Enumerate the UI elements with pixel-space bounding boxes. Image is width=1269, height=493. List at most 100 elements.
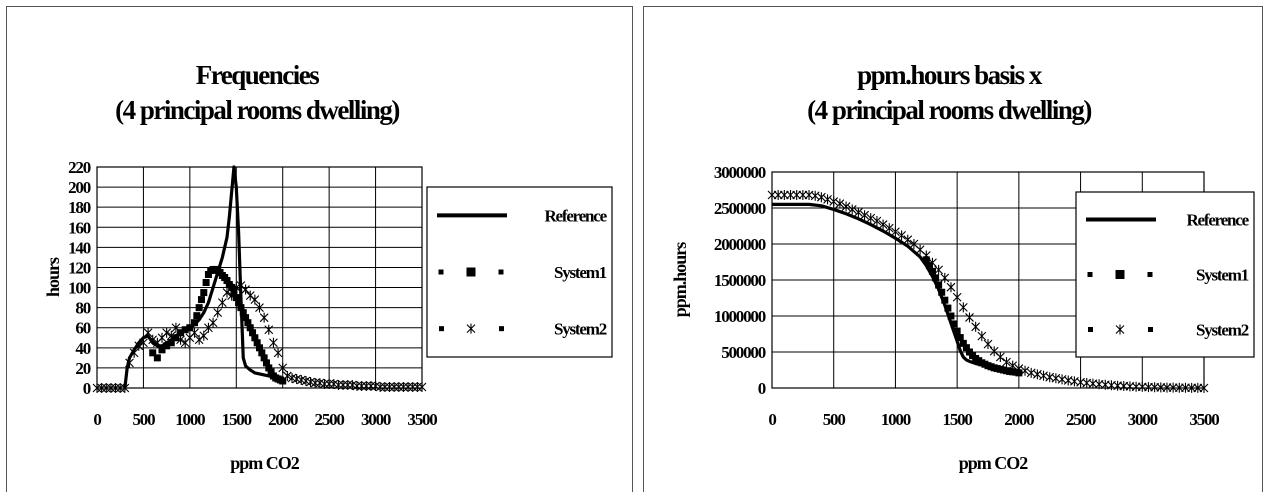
legend-swatch-system1 <box>1115 270 1125 279</box>
data-point-system2 <box>952 292 962 303</box>
data-point-system2 <box>408 381 418 392</box>
data-point-system2 <box>798 190 808 201</box>
data-point-system1 <box>932 274 940 282</box>
x-axis-label: ppm CO2 <box>230 453 300 473</box>
data-point-system1 <box>959 339 967 347</box>
legend-swatch-system1 <box>1147 272 1153 277</box>
data-point-system1 <box>246 324 254 332</box>
data-point-system2 <box>915 244 925 255</box>
data-point-system1 <box>944 304 952 312</box>
data-point-system2 <box>166 330 176 341</box>
data-point-system2 <box>227 290 237 301</box>
y-tick-label: 0 <box>758 379 766 398</box>
legend: Reference System1 System2 <box>426 186 613 358</box>
legend-label: System1 <box>1196 266 1249 285</box>
data-point-system1 <box>953 327 961 335</box>
data-point-system2 <box>983 339 993 350</box>
data-point-system2 <box>891 226 900 237</box>
data-point-system2 <box>816 192 826 203</box>
data-point-system2 <box>884 223 894 234</box>
data-point-system2 <box>1026 367 1036 378</box>
data-point-system1 <box>239 309 247 317</box>
frequencies-chart-panel: Frequencies (4 principal rooms dwelling) 0… <box>6 6 633 492</box>
x-tick-label: 3000 <box>1128 410 1158 429</box>
data-point-system2 <box>324 378 334 389</box>
data-point-system2 <box>921 250 931 261</box>
x-tick-label: 2000 <box>268 410 298 429</box>
data-point-system1 <box>191 319 198 327</box>
y-tick-label: 140 <box>68 238 91 257</box>
data-point-system2 <box>273 347 283 358</box>
chart-title-line: Frequencies <box>196 60 319 90</box>
data-point-system1 <box>204 270 212 278</box>
data-point-system2 <box>903 234 913 245</box>
ppm-hours-chart: ppm.hours basis x (4 principal rooms dwel… <box>670 60 1255 473</box>
data-point-system2 <box>934 264 944 275</box>
series-group <box>92 165 427 393</box>
data-point-system1 <box>223 277 231 285</box>
data-point-system2 <box>928 257 937 268</box>
data-point-system2 <box>847 204 857 215</box>
x-tick-label: 1000 <box>881 410 911 429</box>
data-point-system2 <box>779 190 789 201</box>
data-point-system2 <box>259 312 269 323</box>
data-point-system2 <box>139 337 148 348</box>
data-point-system2 <box>829 196 839 207</box>
data-point-system1 <box>149 349 157 357</box>
data-point-system2 <box>282 370 292 381</box>
y-tick-label: 1000000 <box>714 307 766 326</box>
chart-title-line: ppm.hours basis x <box>857 60 1043 90</box>
data-point-system2 <box>352 380 362 391</box>
legend-swatch-system2 <box>1115 324 1125 335</box>
data-point-system1 <box>228 284 236 292</box>
data-point-system2 <box>343 379 353 390</box>
data-point-system1 <box>950 320 958 328</box>
data-point-system2 <box>385 381 394 392</box>
data-point-system2 <box>394 381 404 392</box>
data-point-system1 <box>941 296 949 304</box>
x-tick-label: 2500 <box>1066 410 1096 429</box>
data-point-system1 <box>235 299 243 307</box>
data-point-system2 <box>208 317 218 328</box>
x-tick-label: 2000 <box>1004 410 1034 429</box>
x-tick-label: 1500 <box>222 410 252 429</box>
data-point-system2 <box>1039 370 1048 381</box>
x-tick-label: 500 <box>132 410 155 429</box>
data-point-system2 <box>940 272 950 283</box>
legend-swatch-system1 <box>498 269 504 275</box>
data-point-system2 <box>231 282 241 293</box>
legend-swatch-system1 <box>466 267 476 277</box>
data-point-system2 <box>250 294 260 305</box>
data-point-system2 <box>403 381 413 392</box>
data-point-system2 <box>897 230 906 241</box>
data-point-system2 <box>129 347 139 358</box>
data-point-system2 <box>264 324 274 335</box>
data-point-system2 <box>1057 374 1067 385</box>
data-point-system1 <box>249 329 257 337</box>
data-point-system2 <box>338 379 348 390</box>
y-tick-label: 80 <box>75 299 90 318</box>
data-point-system1 <box>167 339 175 347</box>
data-point-system2 <box>1045 372 1055 383</box>
data-point-system1 <box>197 296 205 304</box>
data-point-system2 <box>810 190 820 201</box>
y-tick-label: 2500000 <box>714 199 766 218</box>
data-point-system2 <box>872 215 882 226</box>
series-line-reference <box>123 165 284 389</box>
data-point-system1 <box>200 289 208 297</box>
data-point-system1 <box>928 267 936 275</box>
data-point-system2 <box>171 322 181 333</box>
legend-swatch-system2 <box>499 326 504 332</box>
data-point-system2 <box>399 381 408 392</box>
data-point-system1 <box>186 324 194 332</box>
data-point-system1 <box>265 364 273 372</box>
data-point-system2 <box>190 327 199 338</box>
data-point-system2 <box>412 381 422 392</box>
y-tick-label: 0 <box>83 379 91 398</box>
chart-title-line: (4 principal rooms dwelling) <box>115 95 399 125</box>
plot-area <box>96 166 423 389</box>
y-tick-label: 220 <box>68 158 91 177</box>
legend-label: System2 <box>554 320 607 339</box>
data-point-system1 <box>935 281 943 289</box>
data-point-system2 <box>792 190 802 201</box>
